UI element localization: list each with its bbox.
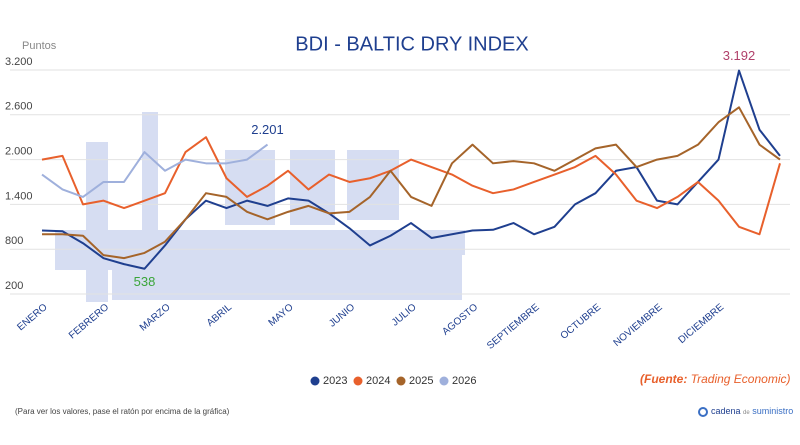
x-tick-label: SEPTIEMBRE — [485, 302, 542, 352]
legend-swatch — [396, 376, 406, 386]
legend-label: 2025 — [409, 375, 433, 387]
data-label: 2.201 — [251, 122, 284, 137]
logo-text: cadena de suministro — [711, 406, 793, 416]
logo-word: suministro — [752, 406, 793, 416]
x-tick-label: DICIEMBRE — [676, 302, 726, 346]
footnote: (Para ver los valores, pase el ratón por… — [15, 407, 230, 416]
legend-swatch — [310, 376, 320, 386]
x-tick-label: JULIO — [390, 302, 419, 329]
x-tick-label: NOVIEMBRE — [612, 302, 665, 349]
y-tick-label: 2.000 — [5, 145, 33, 157]
y-tick-label: 800 — [5, 235, 23, 247]
logo-word: cadena — [711, 406, 741, 416]
legend-swatch — [353, 376, 363, 386]
legend-label: 2024 — [366, 375, 390, 387]
x-tick-label: ENERO — [15, 302, 49, 333]
data-label: 3.192 — [723, 48, 756, 63]
logo: cadena de suministro — [698, 406, 793, 417]
series-line — [42, 106, 781, 260]
y-tick-label: 200 — [5, 280, 23, 292]
chart-title: BDI - BALTIC DRY INDEX — [295, 33, 528, 55]
y-axis-label: Puntos — [22, 40, 57, 52]
x-tick-label: MARZO — [138, 302, 173, 334]
x-tick-label: ABRIL — [205, 302, 235, 329]
source-text: Trading Economic) — [687, 372, 790, 386]
series-line — [41, 69, 781, 270]
x-tick-label: AGOSTO — [440, 302, 480, 338]
legend-swatch — [439, 376, 449, 386]
y-tick-label: 1.400 — [5, 190, 33, 202]
legend-label: 2026 — [452, 375, 476, 387]
x-tick-label: JUNIO — [327, 302, 357, 330]
source: (Fuente: Trading Economic) — [640, 372, 790, 386]
series-line — [41, 143, 269, 198]
y-tick-label: 3.200 — [5, 56, 33, 68]
source-prefix: (Fuente: — [640, 372, 687, 386]
logo-word: de — [743, 410, 750, 416]
background-decor — [55, 112, 465, 302]
x-tick-label: OCTUBRE — [559, 302, 604, 342]
series-line — [41, 136, 781, 236]
y-tick-label: 2.600 — [5, 101, 33, 113]
data-label: 538 — [134, 274, 156, 289]
logo-icon — [698, 407, 708, 417]
legend-label: 2023 — [323, 375, 347, 387]
x-tick-label: MAYO — [267, 302, 296, 329]
x-tick-label: FEBRERO — [67, 302, 111, 342]
